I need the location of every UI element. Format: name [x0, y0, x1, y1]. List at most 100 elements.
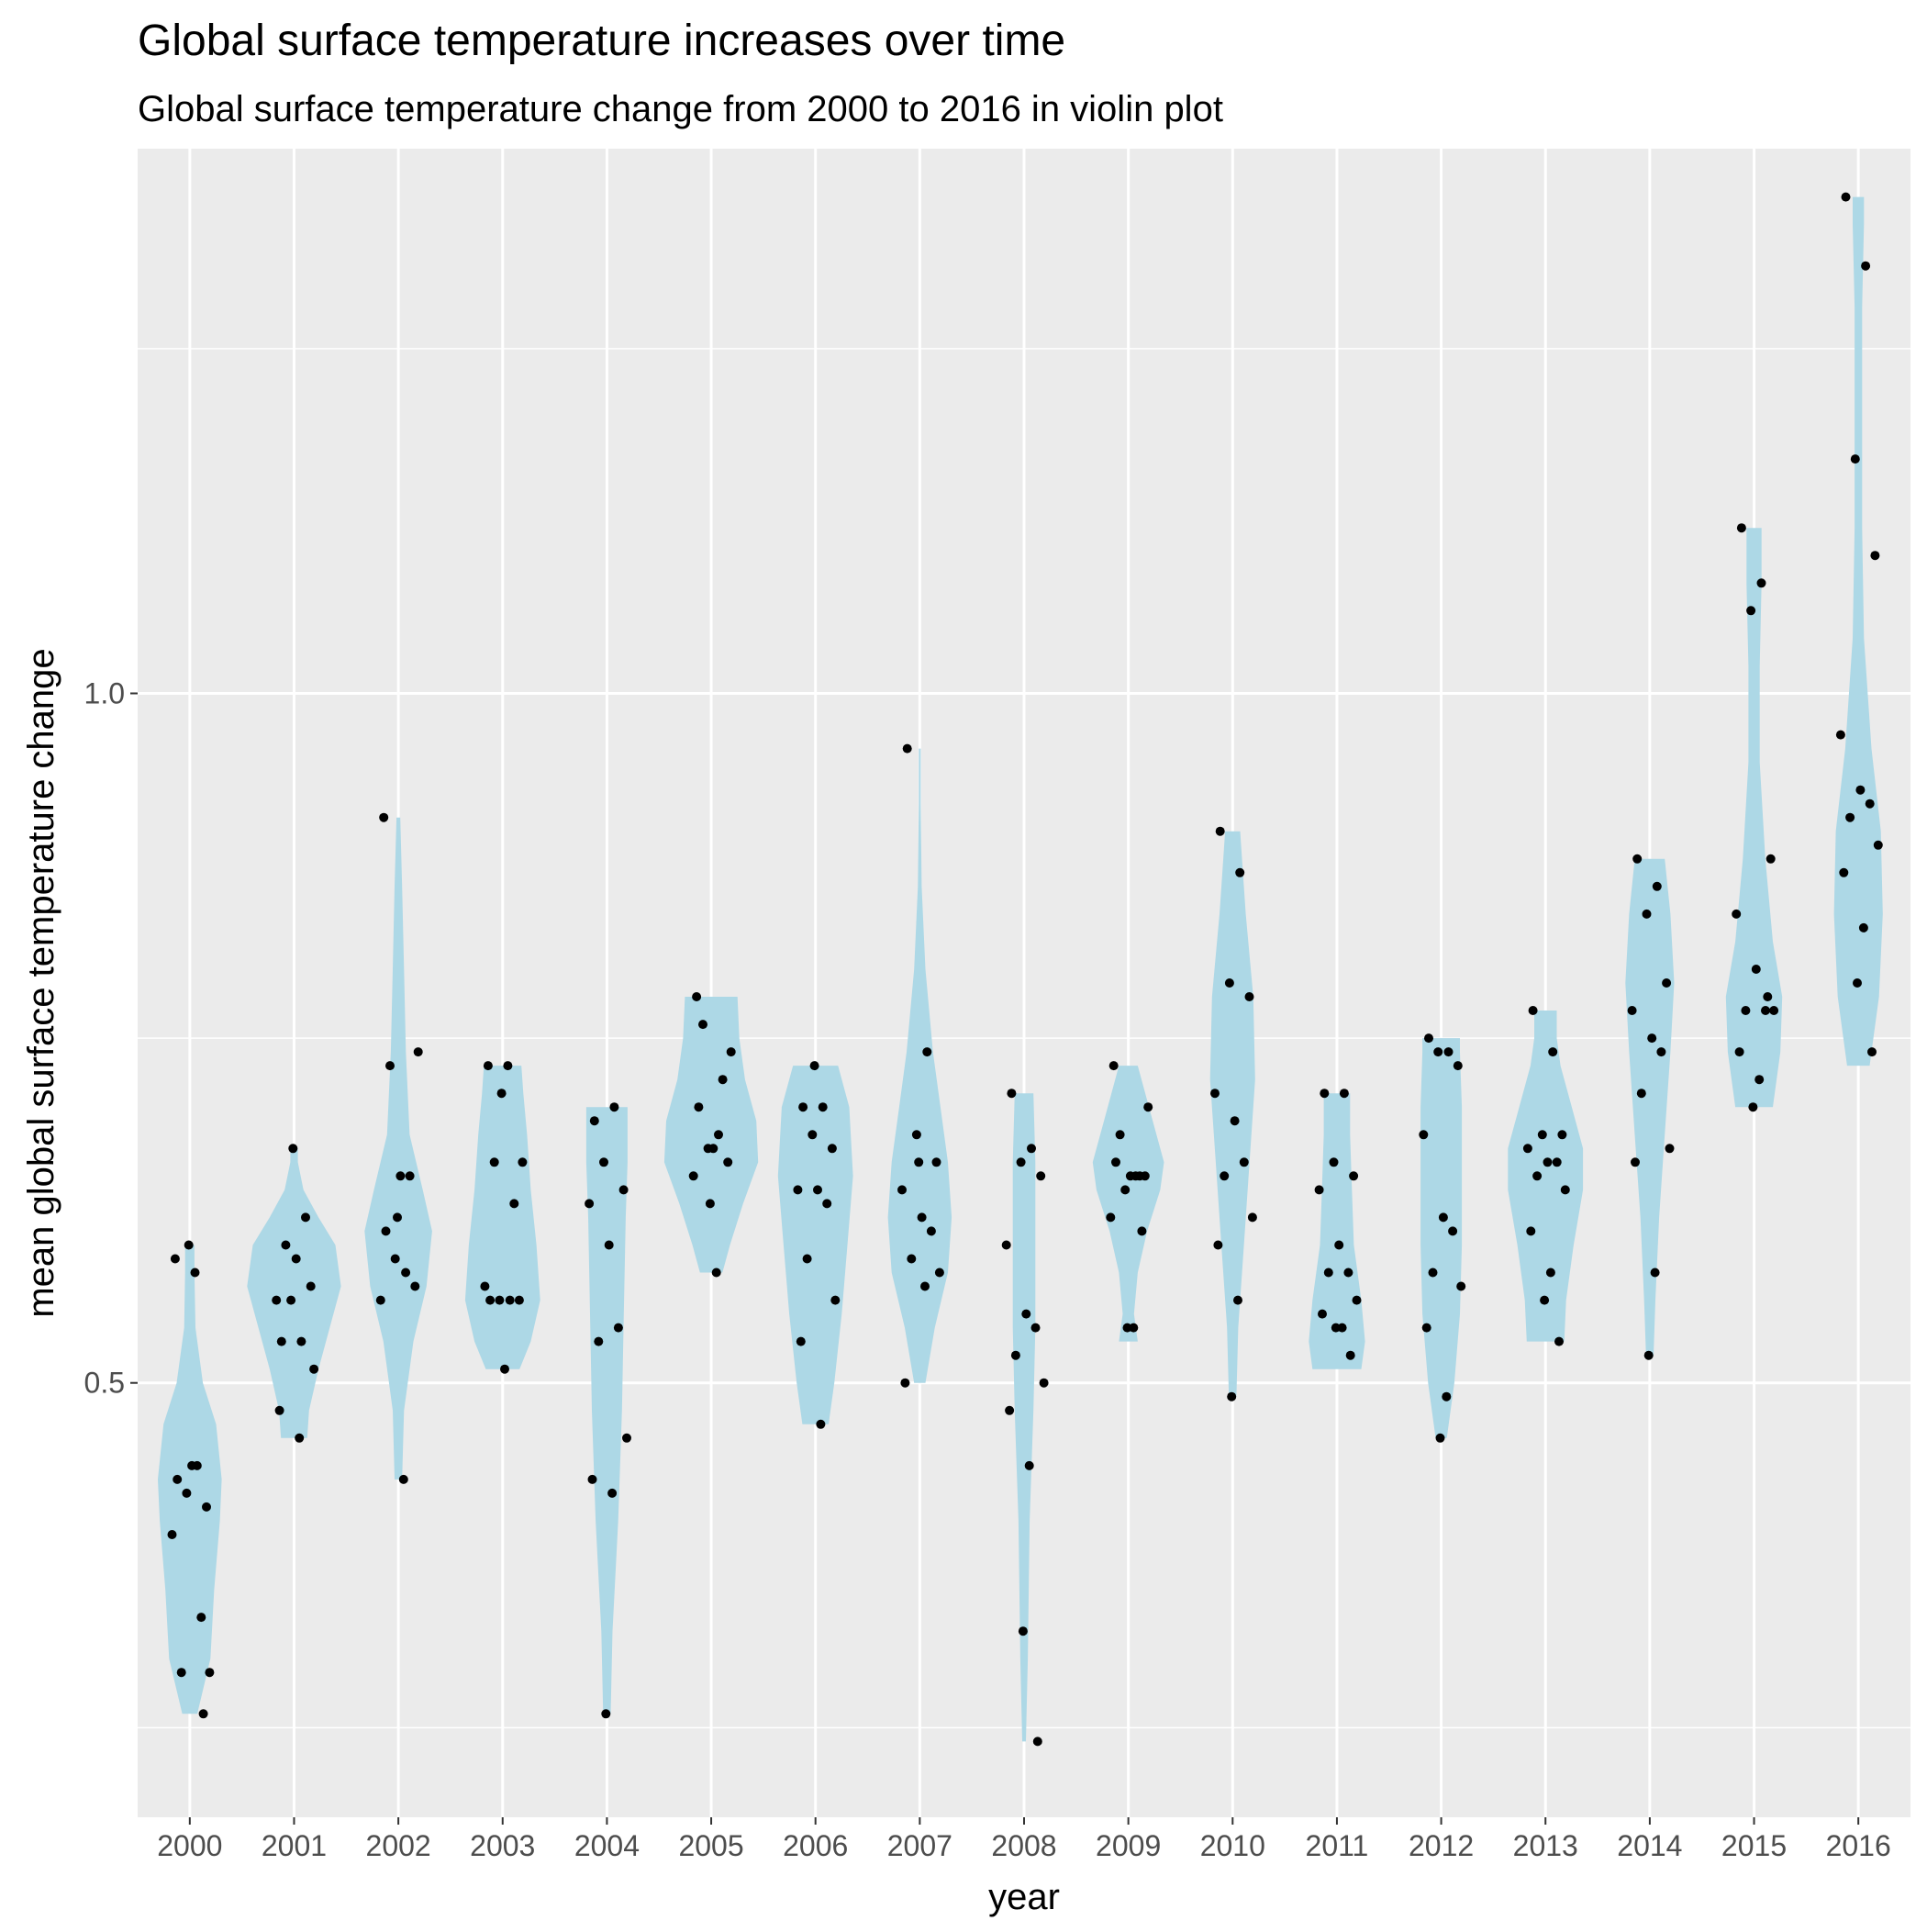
x-tick-label: 2015: [1721, 1829, 1787, 1862]
data-point-2002: [385, 1061, 395, 1071]
chart-subtitle: Global surface temperature change from 2…: [138, 89, 1223, 129]
data-point-2005: [726, 1047, 736, 1057]
data-point-2004: [604, 1240, 614, 1250]
data-point-2013: [1554, 1336, 1564, 1346]
violin-2002: [364, 817, 432, 1480]
x-tick-label: 2004: [574, 1829, 640, 1862]
data-point-2011: [1352, 1295, 1362, 1305]
data-point-2015: [1734, 1047, 1744, 1057]
data-point-2001: [272, 1295, 282, 1305]
data-point-2008: [1036, 1171, 1046, 1181]
violin-2009: [1092, 1066, 1164, 1342]
data-point-2008: [1039, 1378, 1049, 1388]
violin-2013: [1508, 1011, 1584, 1342]
data-point-2002: [381, 1226, 391, 1236]
data-point-2007: [920, 1281, 930, 1291]
data-point-2016: [1835, 730, 1845, 740]
data-point-2007: [914, 1157, 924, 1167]
data-point-2015: [1748, 1102, 1758, 1112]
data-point-2015: [1751, 965, 1761, 974]
data-point-2013: [1522, 1144, 1532, 1154]
data-point-2015: [1769, 1006, 1779, 1015]
data-point-2006: [802, 1254, 812, 1264]
data-point-2013: [1532, 1171, 1543, 1181]
data-point-2009: [1135, 1171, 1145, 1181]
data-point-2010: [1247, 1212, 1257, 1223]
data-point-2013: [1543, 1157, 1553, 1167]
data-point-2012: [1438, 1212, 1448, 1223]
data-point-2007: [917, 1212, 927, 1223]
data-point-2001: [301, 1212, 310, 1223]
x-tick-label: 2000: [157, 1829, 222, 1862]
x-tick-label: 2002: [366, 1829, 431, 1862]
data-point-2008: [1021, 1309, 1031, 1319]
y-axis-title: mean global surface temperature change: [21, 648, 61, 1317]
data-point-2010: [1230, 1116, 1240, 1126]
data-point-2015: [1761, 1006, 1770, 1015]
data-point-2009: [1143, 1102, 1153, 1112]
data-point-2016: [1839, 867, 1849, 877]
data-point-2009: [1108, 1061, 1119, 1071]
data-point-2004: [594, 1336, 604, 1346]
x-tick-label: 2013: [1513, 1829, 1578, 1862]
x-tick-label: 2007: [887, 1829, 952, 1862]
data-point-2010: [1224, 978, 1234, 988]
data-point-2008: [1027, 1144, 1036, 1154]
data-point-2010: [1220, 1171, 1230, 1181]
data-point-2016: [1867, 1047, 1877, 1057]
x-tick-label: 2010: [1200, 1829, 1265, 1862]
data-point-2004: [622, 1433, 631, 1443]
data-point-2013: [1560, 1185, 1570, 1195]
data-point-2009: [1137, 1226, 1147, 1236]
data-point-2003: [514, 1295, 524, 1305]
data-point-2014: [1636, 1089, 1646, 1099]
violin-2001: [247, 1148, 341, 1438]
data-point-2006: [808, 1130, 818, 1140]
data-point-2001: [296, 1336, 306, 1346]
data-point-2006: [827, 1144, 837, 1154]
data-point-2011: [1318, 1309, 1327, 1319]
data-point-2006: [818, 1102, 828, 1112]
data-point-2011: [1331, 1323, 1341, 1333]
data-point-2004: [599, 1157, 608, 1167]
x-tick-label: 2003: [470, 1829, 535, 1862]
data-point-2014: [1647, 1033, 1657, 1044]
data-point-2001: [306, 1281, 316, 1291]
data-point-2010: [1215, 826, 1225, 836]
data-point-2014: [1656, 1047, 1666, 1057]
data-point-2014: [1643, 1350, 1654, 1360]
x-tick-label: 2009: [1096, 1829, 1161, 1862]
data-point-2011: [1329, 1157, 1339, 1167]
data-points: [167, 192, 1883, 1747]
violin-2005: [663, 997, 759, 1273]
y-tick-label: 1.0: [84, 676, 125, 709]
data-point-2005: [708, 1144, 718, 1154]
data-point-2014: [1662, 978, 1672, 988]
data-point-2007: [926, 1226, 936, 1236]
data-point-2002: [375, 1295, 385, 1305]
data-point-2010: [1210, 1089, 1220, 1099]
violin-2015: [1725, 528, 1783, 1108]
data-point-2005: [711, 1268, 721, 1278]
data-point-2011: [1320, 1089, 1330, 1099]
data-point-2004: [613, 1323, 623, 1333]
data-point-2014: [1631, 1157, 1640, 1167]
data-point-2000: [190, 1268, 200, 1278]
data-point-2005: [723, 1157, 733, 1167]
data-point-2015: [1765, 854, 1776, 864]
data-point-2003: [485, 1295, 496, 1305]
data-point-2007: [902, 743, 912, 754]
data-point-2004: [587, 1474, 597, 1484]
data-point-2004: [609, 1102, 619, 1112]
data-point-2004: [607, 1488, 618, 1498]
data-point-2011: [1314, 1185, 1324, 1195]
data-point-2014: [1627, 1006, 1637, 1015]
data-point-2013: [1545, 1268, 1555, 1278]
data-point-2016: [1841, 192, 1851, 202]
data-point-2010: [1244, 992, 1254, 1001]
data-point-2006: [830, 1295, 841, 1305]
data-point-2003: [480, 1281, 490, 1291]
data-point-2006: [809, 1061, 819, 1071]
data-point-2009: [1122, 1323, 1132, 1333]
